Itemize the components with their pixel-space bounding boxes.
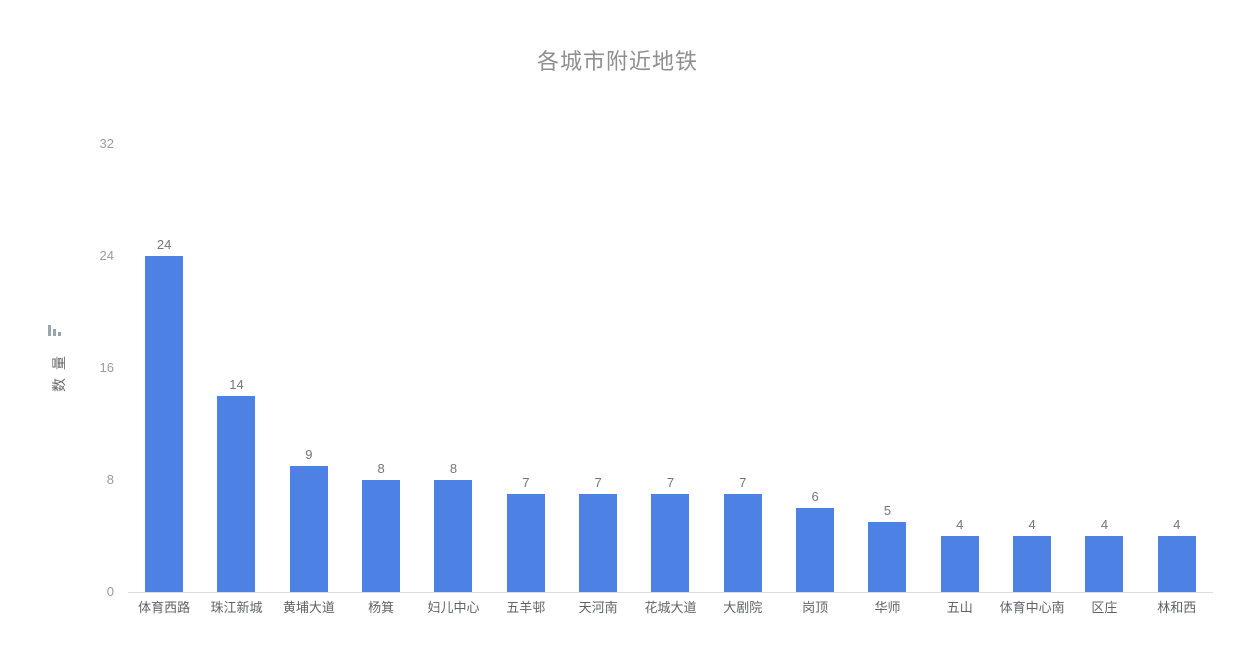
bar-岗顶[interactable] xyxy=(796,508,835,592)
bar-slot: 5 xyxy=(851,144,923,592)
bar-value-label: 7 xyxy=(594,475,602,490)
bar-大剧院[interactable] xyxy=(723,494,762,592)
y-axis-tick-label: 24 xyxy=(99,248,114,263)
bar-slot: 4 xyxy=(924,144,996,592)
bar-slot: 7 xyxy=(634,144,706,592)
bar-value-label: 4 xyxy=(1173,517,1181,532)
bar-五羊邨[interactable] xyxy=(506,494,545,592)
x-axis-label: 杨箕 xyxy=(368,600,395,615)
x-axis-label: 五羊邨 xyxy=(506,600,546,615)
bar-slot: 8 xyxy=(345,144,417,592)
bar-slot: 7 xyxy=(562,144,634,592)
bar-林和西[interactable] xyxy=(1157,536,1196,592)
bar-slot: 24 xyxy=(128,144,200,592)
bar-value-label: 24 xyxy=(156,237,172,252)
bar-黄埔大道[interactable] xyxy=(289,466,328,592)
bar-slot: 7 xyxy=(707,144,779,592)
y-axis-tick-label: 32 xyxy=(99,136,114,151)
x-axis-label: 林和西 xyxy=(1157,600,1197,615)
bar-value-label: 7 xyxy=(739,475,747,490)
y-axis-tick-label: 16 xyxy=(99,360,114,375)
bar-华师[interactable] xyxy=(868,522,907,592)
bar-花城大道[interactable] xyxy=(651,494,690,592)
x-axis-label: 华师 xyxy=(874,600,901,615)
y-axis-tick-label: 8 xyxy=(106,472,114,487)
mini-bar-chart-icon xyxy=(48,324,64,336)
x-axis-label: 黄埔大道 xyxy=(282,600,335,615)
bar-value-label: 7 xyxy=(666,475,675,490)
x-axis-label: 岗顶 xyxy=(802,600,829,615)
bar-珠江新城[interactable] xyxy=(217,396,256,592)
bar-体育西路[interactable] xyxy=(145,256,184,592)
bar-value-label: 8 xyxy=(377,461,385,476)
bar-value-label: 14 xyxy=(229,377,244,392)
y-axis-tick-label: 0 xyxy=(106,584,114,599)
bar-slot: 7 xyxy=(490,144,562,592)
x-axis-label: 五山 xyxy=(946,600,973,615)
x-axis-label: 体育中心南 xyxy=(999,600,1065,615)
x-axis-labels: 体育西路 珠江新城 黄埔大道 杨箕 妇儿中心 五羊邨 天河南 花城大道 大剧院 岗顶 华师 五山 体育中… xyxy=(128,600,1213,616)
bar-slot: 14 xyxy=(200,144,272,592)
bar-value-label: 6 xyxy=(811,489,819,504)
x-axis-label: 区庄 xyxy=(1091,600,1118,615)
bar-slot: 4 xyxy=(1068,144,1140,592)
bar-slot: 4 xyxy=(1141,144,1213,592)
bar-妇儿中心[interactable] xyxy=(434,480,473,592)
bar-slot: 4 xyxy=(996,144,1068,592)
x-axis-label: 体育西路 xyxy=(138,600,191,615)
bar-天河南[interactable] xyxy=(579,494,618,592)
bar-slot: 9 xyxy=(273,144,345,592)
bar-value-label: 5 xyxy=(883,503,892,518)
bar-杨箕[interactable] xyxy=(362,480,401,592)
x-axis-label: 珠江新城 xyxy=(210,600,263,615)
x-axis-label: 大剧院 xyxy=(723,600,763,615)
bar-value-label: 8 xyxy=(449,461,458,476)
bar-value-label: 7 xyxy=(522,475,530,490)
x-axis-label: 花城大道 xyxy=(644,600,697,615)
bar-区庄[interactable] xyxy=(1085,536,1124,592)
bar-value-label: 4 xyxy=(1100,517,1109,532)
bar-value-label: 4 xyxy=(1028,517,1036,532)
x-axis-label: 妇儿中心 xyxy=(427,600,480,615)
bar-五山[interactable] xyxy=(940,536,979,592)
bar-value-label: 9 xyxy=(305,447,313,462)
bar-slot: 6 xyxy=(779,144,851,592)
bar-slot: 8 xyxy=(417,144,489,592)
bar-value-label: 4 xyxy=(956,517,964,532)
x-axis-label: 天河南 xyxy=(578,600,618,615)
plot-area: 24 14 9 8 8 7 7 7 7 6 5 4 4 4 4 xyxy=(128,144,1213,593)
chart-title: 各城市附近地铁 xyxy=(536,49,698,74)
bar-体育中心南[interactable] xyxy=(1013,536,1052,592)
